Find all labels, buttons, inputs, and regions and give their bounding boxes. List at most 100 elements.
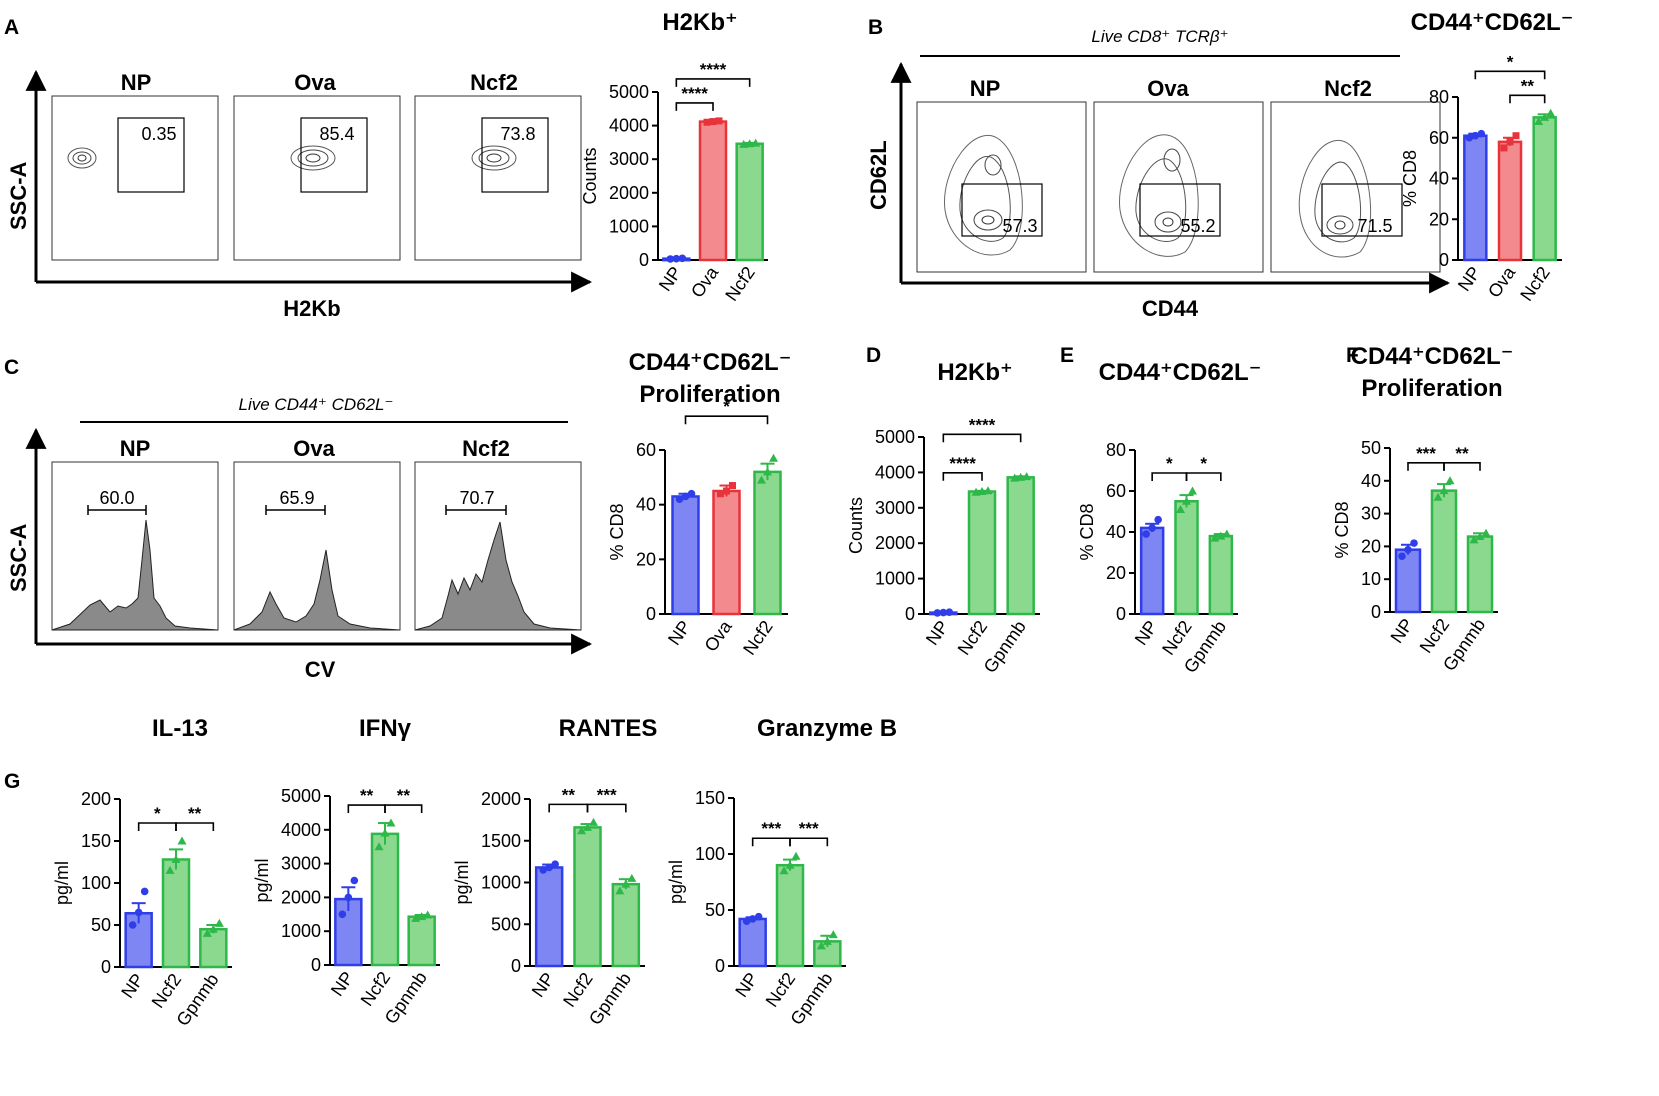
bar-ncf2: [735, 142, 764, 262]
significance-label: *: [1166, 454, 1173, 473]
y-tick-label: 40: [1429, 169, 1449, 189]
data-point-np: [742, 917, 751, 925]
flow-c-range-ncf2-value: 70.7: [459, 488, 494, 508]
y-tick-label: 1000: [481, 873, 521, 893]
chart-title: RANTES: [559, 715, 658, 742]
significance-bracket: [137, 822, 177, 831]
y-tick-label: 0: [646, 604, 656, 624]
x-tick-label-np: NP: [1131, 617, 1162, 649]
y-tick-label: 1000: [281, 921, 321, 941]
significance-label: ****: [681, 84, 708, 103]
flow-a-y-label: SSC-A: [6, 161, 31, 230]
data-point-np: [1142, 530, 1150, 538]
y-axis-label: % CD8: [1077, 503, 1097, 560]
flow-c-range-np-value: 60.0: [99, 488, 134, 508]
data-point-gpnmb: [1469, 535, 1479, 544]
flow-b-header: Live CD8⁺ TCRβ⁺: [1091, 27, 1228, 46]
panel-letter-B: B: [868, 16, 883, 39]
panel-letter-C: C: [4, 356, 19, 379]
chart-title: IFNγ: [359, 715, 412, 742]
y-axis-label: % CD8: [1332, 501, 1352, 558]
bar-ncf2: [1174, 500, 1199, 616]
bar-ova: [698, 120, 728, 262]
y-tick-label: 50: [1361, 438, 1381, 458]
significance-bracket: [1407, 462, 1445, 471]
data-point-np: [350, 876, 359, 885]
chart-title: H2Kb⁺: [662, 9, 737, 36]
flow-a-sample-ncf2: Ncf2: [470, 70, 518, 95]
data-point-ova: [715, 117, 723, 125]
bar-ncf2: [775, 863, 805, 968]
y-tick-label: 30: [1361, 504, 1381, 524]
y-tick-label: 80: [1429, 87, 1449, 107]
y-tick-label: 100: [695, 844, 725, 864]
data-point-np: [939, 608, 948, 617]
flow-c-sample-ncf2: Ncf2: [462, 436, 510, 461]
significance-label: ***: [1416, 444, 1436, 463]
flow-panel-C: Live CD44⁺ CD62L⁻ SSC-A CV NP 60.0 Ova 6…: [6, 395, 593, 682]
x-tick-label-np: NP: [528, 969, 559, 1001]
data-point-ncf2: [757, 475, 766, 484]
x-tick-label-np: NP: [655, 263, 686, 295]
panel-letter-A: A: [4, 16, 19, 39]
flow-c-plot-ova: [233, 461, 401, 631]
y-tick-label: 0: [1439, 250, 1449, 270]
y-tick-label: 5000: [875, 427, 915, 447]
data-point-np: [748, 915, 757, 923]
data-point-np: [545, 863, 553, 872]
x-tick-label-ncf2: Ncf2: [739, 617, 777, 659]
flow-c-y-label: SSC-A: [6, 523, 31, 592]
panel-letter-D: D: [866, 344, 881, 367]
y-tick-label: 100: [81, 873, 111, 893]
bar-gpnmb: [1006, 476, 1035, 616]
data-point-ova: [709, 118, 717, 126]
data-point-gpnmb: [208, 924, 218, 933]
flow-a-sample-np: NP: [121, 70, 152, 95]
chart-a-h2kb-0: H2Kb⁺ 0 1000 2000 3000 4000 5000 Counts NP Ova Ncf…: [580, 9, 768, 305]
y-tick-label: 2000: [281, 887, 321, 907]
data-point-ncf2: [763, 467, 772, 476]
data-point-np: [1477, 129, 1486, 138]
x-tick-label-np: NP: [664, 617, 695, 649]
significance-label: ***: [799, 819, 819, 838]
bar-np: [1394, 548, 1422, 614]
y-tick-label: 40: [1361, 471, 1381, 491]
data-point-gpnmb: [828, 930, 838, 939]
data-point-np: [681, 492, 690, 501]
significance-label: ***: [761, 819, 781, 838]
flow-b-gate-ova: [1139, 183, 1221, 237]
x-tick-label-ncf2: Ncf2: [148, 970, 186, 1012]
y-tick-label: 2000: [609, 183, 649, 203]
data-point-ova: [703, 118, 711, 126]
data-point-np: [338, 910, 347, 919]
significance-bracket: [347, 804, 386, 814]
y-axis-label: Counts: [846, 497, 866, 554]
bar-np: [1463, 134, 1488, 262]
data-point-ncf2: [1433, 492, 1443, 501]
data-point-ncf2: [1439, 486, 1449, 495]
data-point-np: [675, 495, 684, 504]
bar-np: [1139, 526, 1165, 616]
flow-a-gate-np: [117, 117, 185, 193]
flow-a-sample-ova: Ova: [294, 70, 336, 95]
data-point-np: [678, 254, 687, 263]
significance-label: *: [154, 804, 161, 823]
data-point-ncf2: [577, 826, 586, 835]
flow-b-sample-ova: Ova: [1147, 76, 1189, 101]
chart-title: CD44⁺CD62L⁻: [629, 349, 792, 376]
panel-letter-F: F: [1346, 344, 1359, 367]
flow-b-sample-ncf2: Ncf2: [1324, 76, 1372, 101]
data-point-gpnmb: [1022, 472, 1032, 481]
flow-a-plot-ncf2: [414, 95, 582, 261]
data-point-ncf2: [1534, 116, 1544, 125]
data-point-ncf2: [374, 842, 384, 851]
bar-gpnmb: [611, 882, 641, 968]
x-tick-label-np: NP: [1454, 263, 1485, 295]
data-point-np: [687, 489, 696, 498]
flow-b-gate-np: [961, 183, 1043, 237]
y-tick-label: 60: [1429, 128, 1449, 148]
